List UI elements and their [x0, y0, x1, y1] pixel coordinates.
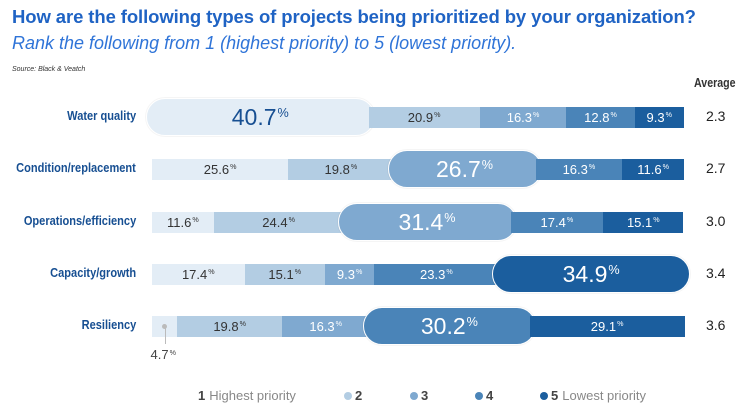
- legend-swatch: [410, 391, 418, 400]
- bar-segment: 19.8%: [288, 158, 394, 180]
- legend-label: Lowest priority: [562, 388, 647, 403]
- bar-segment: 9.3%: [324, 263, 375, 285]
- data-label: 20.9%: [407, 109, 441, 125]
- highlighted-bar-segment: 31.4%: [337, 203, 517, 241]
- average-column-header: Average: [694, 76, 736, 90]
- data-label: 29.1%: [590, 318, 624, 334]
- bar-segment: 23.3%: [374, 263, 499, 285]
- bar-segment: 15.1%: [244, 263, 325, 285]
- legend-swatch: [344, 391, 352, 400]
- data-label: 40.7%: [231, 103, 289, 130]
- source-note: Source: Black & Veatch: [12, 66, 86, 73]
- callout-line: [164, 326, 166, 344]
- legend-item: 2: [344, 388, 366, 403]
- highlighted-bar-segment: 26.7%: [387, 150, 542, 188]
- data-label: 15.1%: [268, 266, 302, 282]
- average-value: 3.0: [706, 213, 726, 229]
- data-label: 16.3%: [562, 161, 596, 177]
- average-value: 3.4: [706, 265, 726, 281]
- category-label: Capacity/growth: [50, 265, 136, 280]
- bar-segment: 12.8%: [566, 106, 635, 128]
- legend-rank: 5: [551, 388, 559, 403]
- legend-item: 5 Lowest priority: [540, 388, 646, 403]
- average-value: 2.7: [706, 160, 726, 176]
- highlighted-bar-segment: 40.7%: [146, 98, 375, 136]
- data-label: 12.8%: [584, 109, 617, 125]
- data-label: 24.4%: [262, 214, 295, 230]
- data-label: 17.4%: [181, 266, 215, 282]
- bar-segment: 16.3%: [535, 158, 623, 180]
- highlighted-bar-segment: 30.2%: [363, 307, 536, 345]
- data-label: 11.6%: [637, 161, 669, 177]
- data-label: 34.9%: [562, 260, 620, 287]
- data-label: 4.7%: [150, 347, 176, 362]
- legend-item: 4: [475, 388, 497, 403]
- bar-segment: 16.3%: [282, 315, 370, 337]
- bar-segment: 15.1%: [603, 211, 684, 233]
- data-label: 31.4%: [398, 208, 456, 235]
- bar-segment: 11.6%: [152, 211, 214, 233]
- bar-segment: 17.4%: [510, 211, 604, 233]
- legend-label: Highest priority: [209, 388, 296, 403]
- data-label: 26.7%: [436, 155, 494, 182]
- bar-segment: 29.1%: [529, 315, 685, 337]
- data-label: 17.4%: [540, 214, 574, 230]
- legend-item: 1 Highest priority: [198, 388, 296, 403]
- chart-subtitle: Rank the following from 1 (highest prior…: [12, 33, 517, 53]
- chart-legend: 1 Highest priority 2 3 4 5 Lowest priority: [0, 388, 743, 408]
- legend-swatch: [475, 391, 483, 400]
- bar-segment: 16.3%: [479, 106, 567, 128]
- legend-rank: 4: [486, 388, 494, 403]
- category-label: Resiliency: [81, 317, 136, 332]
- data-label: 30.2%: [420, 312, 478, 339]
- bar-segment: 20.9%: [368, 106, 480, 128]
- data-label: 19.8%: [213, 318, 246, 334]
- data-label: 19.8%: [324, 161, 358, 177]
- bar-segment: 17.4%: [152, 263, 245, 285]
- legend-rank: 1: [198, 388, 206, 403]
- highlighted-bar-segment: 34.9%: [492, 255, 690, 293]
- bar-segment: 9.3%: [634, 106, 684, 128]
- data-label: 16.3%: [506, 109, 540, 125]
- category-label: Operations/efficiency: [23, 213, 136, 228]
- data-label: 16.3%: [309, 318, 343, 334]
- category-label: Water quality: [67, 108, 136, 123]
- bar-segment: 19.8%: [177, 315, 283, 337]
- data-label: 15.1%: [626, 214, 660, 230]
- average-value: 3.6: [706, 317, 726, 333]
- average-value: 2.3: [706, 108, 726, 124]
- data-label: 11.6%: [167, 214, 199, 230]
- category-label: Condition/replacement: [16, 160, 136, 175]
- chart-title: How are the following types of projects …: [12, 6, 696, 27]
- bar-segment: 11.6%: [622, 158, 684, 180]
- legend-rank: 3: [421, 388, 429, 403]
- data-label: 25.6%: [203, 161, 237, 177]
- data-label: 9.3%: [336, 266, 363, 282]
- data-label: 23.3%: [420, 266, 453, 282]
- data-label: 9.3%: [646, 109, 672, 125]
- legend-item: 3: [410, 388, 432, 403]
- bar-segment: 24.4%: [213, 211, 344, 233]
- legend-swatch: [540, 391, 548, 400]
- legend-rank: 2: [355, 388, 363, 403]
- bar-segment: 25.6%: [152, 158, 289, 180]
